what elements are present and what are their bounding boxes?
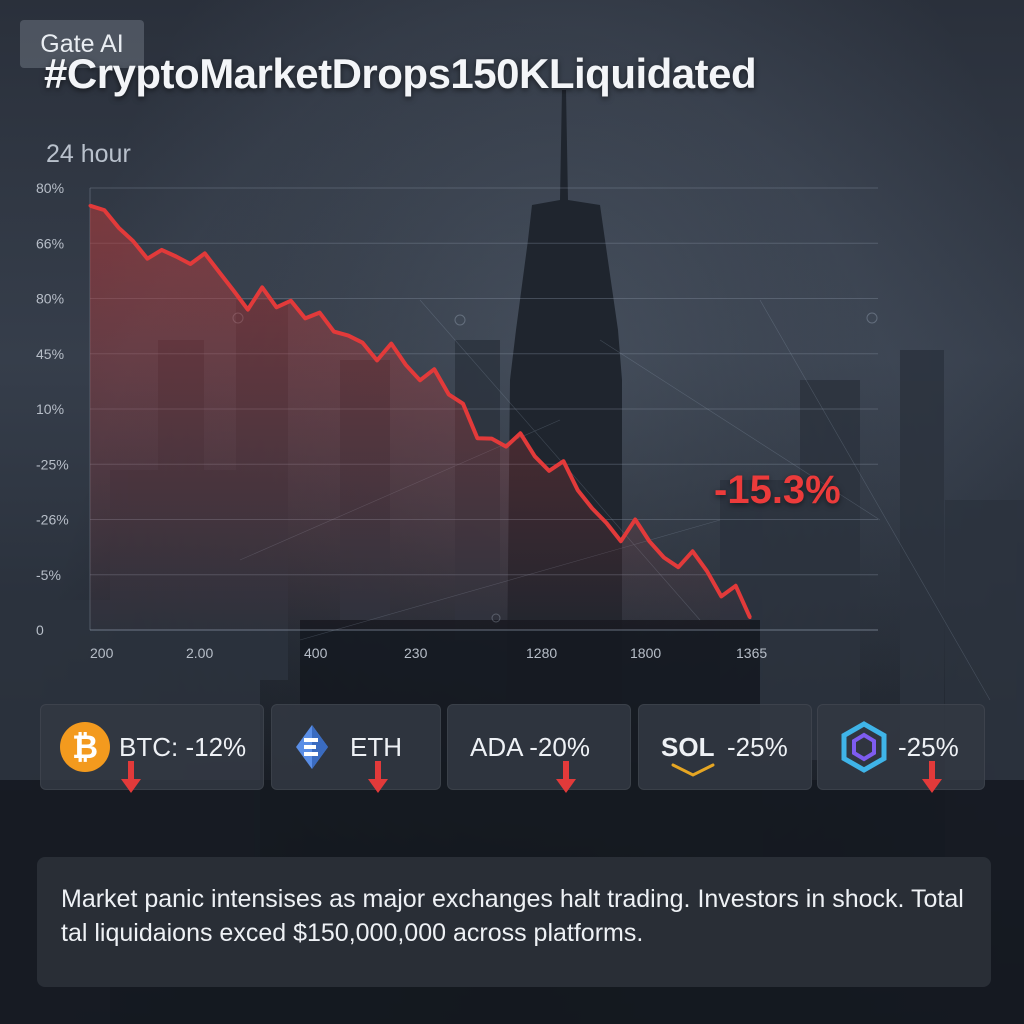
data-point (375, 358, 379, 362)
data-point (648, 540, 652, 544)
arrow-down-icon (556, 761, 576, 793)
data-point (461, 402, 465, 406)
x-tick-label: 1365 (736, 645, 767, 661)
data-point (705, 569, 709, 573)
data-point (719, 594, 723, 598)
y-tick-label: 80% (36, 180, 64, 196)
x-tick-label: 400 (304, 645, 328, 661)
data-point (533, 454, 537, 458)
data-point (605, 521, 609, 525)
change-percent-label: -15.3% (714, 468, 841, 512)
data-point (102, 208, 106, 212)
data-point (246, 308, 250, 312)
y-tick-label: 10% (36, 401, 64, 417)
data-point (188, 262, 192, 266)
arrow-down-icon (368, 761, 388, 793)
y-axis-ticks: 80% 66% 80% 45% 10% -25% -26% -5% 0 (36, 180, 69, 638)
data-point (418, 378, 422, 382)
data-point (332, 330, 336, 334)
coin-symbol: SOL (661, 732, 715, 762)
summary-text: Market panic intensises as major exchang… (37, 857, 991, 987)
bitcoin-icon: ₿ (60, 722, 110, 772)
chart-subtitle: 24 hour (46, 140, 131, 168)
data-point (404, 363, 408, 367)
data-point (160, 248, 164, 252)
data-point (490, 437, 494, 441)
arrow-down-icon (922, 761, 942, 793)
data-point (691, 549, 695, 553)
y-tick-label: 0 (36, 622, 44, 638)
svg-text:₿: ₿ (72, 728, 98, 766)
coin-label: ADA -20% (470, 732, 590, 762)
data-point (662, 556, 666, 560)
y-tick-label: 80% (36, 291, 64, 307)
data-point (260, 285, 264, 289)
coin-card-ada[interactable]: ADA -20% (447, 704, 631, 793)
data-point (547, 469, 551, 473)
ethereum-icon (296, 725, 328, 769)
data-point (131, 239, 135, 243)
data-point (203, 251, 207, 255)
x-tick-label: 1280 (526, 645, 557, 661)
line-chart: 80% 66% 80% 45% 10% -25% -26% -5% 0 200 2.00 400 23… (36, 180, 878, 661)
coin-change: -25% (727, 732, 788, 762)
x-tick-label: 200 (90, 645, 114, 661)
data-point (389, 342, 393, 346)
data-point (633, 518, 637, 521)
data-point (734, 584, 738, 588)
data-point (676, 565, 680, 569)
data-point (303, 316, 307, 320)
y-tick-label: 45% (36, 346, 64, 362)
coin-card-sol[interactable]: SOL -25% (638, 704, 812, 790)
data-point (318, 311, 322, 315)
watermark-badge: Gate AI (20, 20, 144, 68)
headline: #CryptoMarketDrops150KLiquidated (44, 50, 757, 97)
y-tick-label: -25% (36, 456, 69, 472)
x-axis-ticks: 200 2.00 400 230 1280 1800 1365 (90, 645, 767, 661)
x-tick-label: 2.00 (186, 645, 213, 661)
coin-label: ETH (350, 732, 402, 762)
x-tick-label: 230 (404, 645, 428, 661)
data-point (432, 367, 436, 371)
coin-card-btc[interactable]: ₿ BTC: -12% (40, 704, 264, 793)
data-point (231, 289, 235, 293)
data-point (504, 445, 508, 449)
data-point (619, 539, 623, 543)
data-point (346, 334, 350, 338)
data-point (289, 299, 293, 303)
data-point (447, 392, 451, 396)
data-point (361, 341, 365, 345)
data-point (475, 436, 479, 440)
hexagon-coin-icon (841, 721, 887, 773)
area-fill (90, 205, 750, 630)
y-tick-label: -26% (36, 512, 69, 528)
x-tick-label: 1800 (630, 645, 661, 661)
data-point (117, 226, 121, 230)
data-point (217, 270, 221, 274)
data-point (576, 488, 580, 492)
y-tick-label: 66% (36, 235, 64, 251)
arrow-down-icon (121, 761, 141, 793)
y-tick-label: -5% (36, 567, 61, 583)
solana-icon (671, 763, 715, 777)
data-point (590, 506, 594, 510)
data-point (88, 204, 92, 208)
data-point (561, 459, 565, 463)
series-points (88, 204, 752, 620)
coin-card-unknown[interactable]: -25% (817, 704, 985, 793)
coin-label: BTC: -12% (119, 732, 247, 762)
coin-label: -25% (898, 732, 959, 762)
data-point (275, 305, 279, 309)
data-point (174, 255, 178, 259)
data-point (145, 257, 149, 261)
data-point (748, 616, 752, 620)
coin-card-eth[interactable]: ETH (271, 704, 441, 793)
data-point (518, 431, 522, 435)
